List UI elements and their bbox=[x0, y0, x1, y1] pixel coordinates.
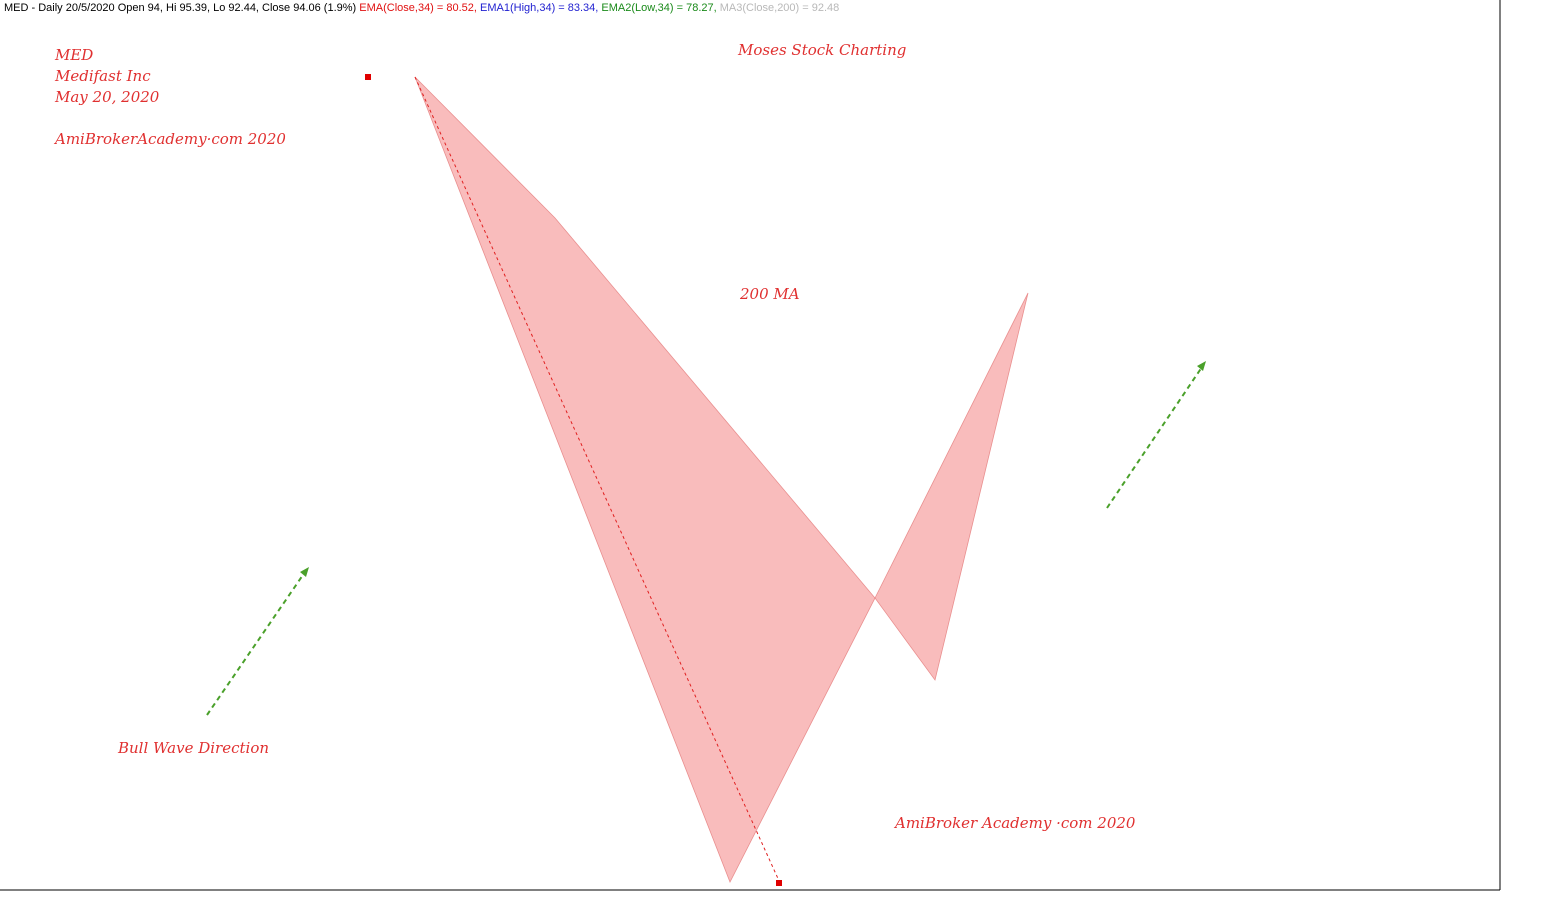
clock-face bbox=[46, 547, 376, 877]
header-part: EMA1(High,34) = 83.34, bbox=[480, 2, 601, 14]
annotation: Moses Stock Charting bbox=[737, 41, 906, 59]
pattern-bcd bbox=[874, 292, 1029, 681]
annotation: AmiBroker Academy ·com 2020 bbox=[893, 814, 1136, 832]
header-part: MA3(Close,200) = 92.48 bbox=[720, 2, 840, 14]
header-part: MED - Daily 20/5/2020 Open 94, Hi 95.39,… bbox=[4, 2, 359, 14]
annotation: 200 MA bbox=[739, 285, 800, 303]
annotation: AmiBrokerAcademy·com 2020 bbox=[53, 130, 286, 148]
header: MED - Daily 20/5/2020 Open 94, Hi 95.39,… bbox=[4, 2, 839, 14]
annotation: May 20, 2020 bbox=[54, 88, 160, 106]
header-part: EMA(Close,34) = 80.52, bbox=[359, 2, 480, 14]
arrow-head bbox=[1197, 361, 1206, 371]
harmonic-pattern bbox=[365, 74, 1029, 886]
arrow-head bbox=[300, 567, 309, 577]
annotation: Bull Wave Direction bbox=[117, 739, 269, 757]
arrow bbox=[1106, 366, 1203, 509]
pattern-marker bbox=[776, 880, 782, 886]
arrow bbox=[206, 571, 306, 716]
arrows bbox=[206, 361, 1206, 716]
pattern-marker bbox=[365, 74, 371, 80]
annotation: Medifast Inc bbox=[54, 67, 151, 85]
annotation: MED bbox=[54, 46, 93, 64]
header-part: EMA2(Low,34) = 78.27, bbox=[601, 2, 719, 14]
